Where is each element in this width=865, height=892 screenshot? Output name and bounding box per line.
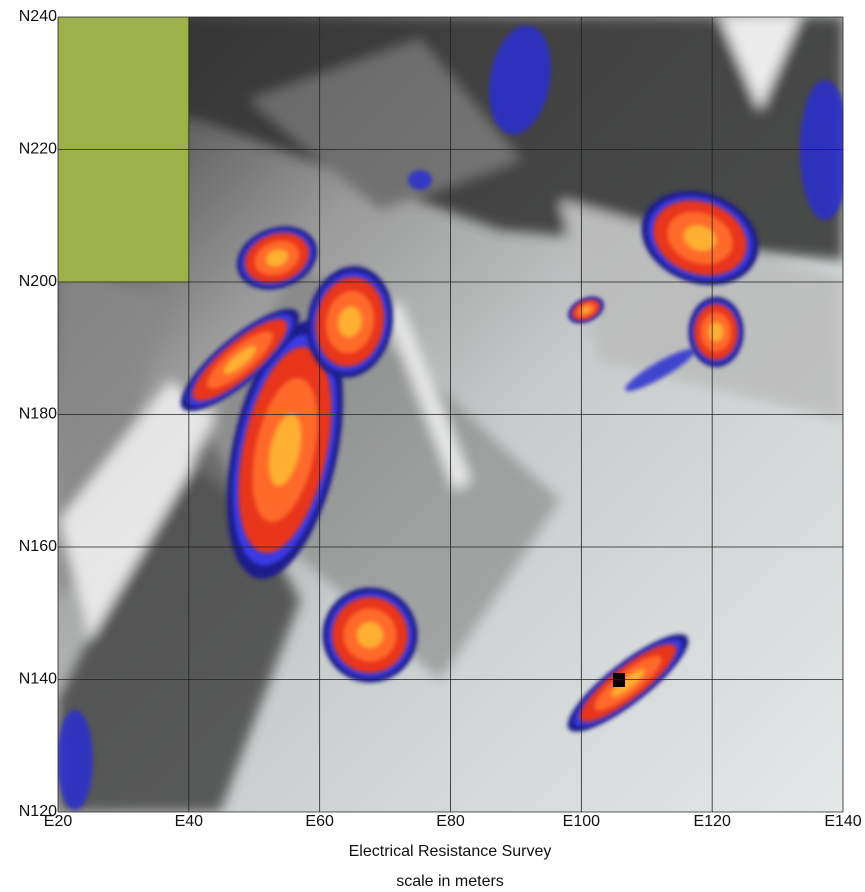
x-axis-label: Electrical Resistance Survey	[349, 843, 552, 860]
anomaly	[708, 322, 723, 342]
x-tick-label: E60	[305, 813, 334, 830]
y-tick-label: N200	[19, 273, 57, 290]
x-tick-label: E80	[436, 813, 465, 830]
x-tick-label: E140	[824, 813, 861, 830]
subtitle: scale in meters	[396, 873, 504, 890]
anomaly	[357, 622, 384, 649]
anomaly	[408, 170, 432, 190]
y-tick-label: N120	[19, 803, 57, 820]
y-tick-label: N240	[19, 8, 57, 25]
anomaly	[800, 80, 850, 220]
y-tick-label: N220	[19, 141, 57, 158]
y-tick-label: N180	[19, 406, 57, 423]
survey-map: E20E40E60E80E100E120E140N120N140N160N180…	[0, 0, 865, 892]
x-tick-label: E40	[175, 813, 204, 830]
marker	[613, 673, 625, 687]
x-tick-label: E100	[563, 813, 600, 830]
x-tick-label: E120	[693, 813, 730, 830]
anomaly	[57, 710, 93, 810]
y-tick-label: N140	[19, 671, 57, 688]
y-tick-label: N160	[19, 538, 57, 555]
